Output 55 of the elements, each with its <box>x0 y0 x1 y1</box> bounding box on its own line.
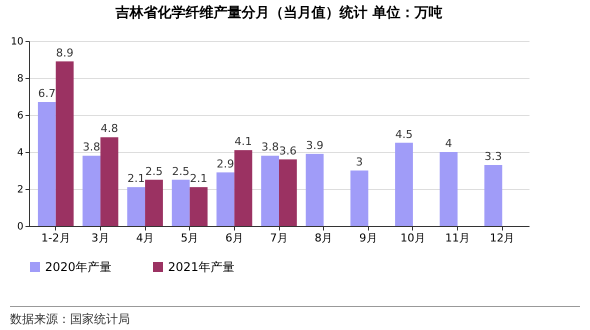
bar <box>100 137 118 226</box>
data-label: 2.5 <box>172 164 190 178</box>
data-label: 4 <box>445 137 452 150</box>
bar <box>306 154 324 226</box>
source-note: 数据来源：国家统计局 <box>10 306 580 328</box>
bar <box>234 150 252 226</box>
x-tick-label: 12月 <box>490 232 515 244</box>
x-tick-label: 8月 <box>314 232 333 244</box>
bar <box>395 142 413 226</box>
x-tick-label: 9月 <box>359 232 378 244</box>
x-tick-label: 7月 <box>270 232 288 244</box>
bar <box>56 61 74 226</box>
data-label: 6.7 <box>38 87 56 100</box>
y-tick-label: 10 <box>10 36 24 48</box>
x-tick-label: 4月 <box>136 232 154 244</box>
legend-label: 2020年产量 <box>45 260 112 274</box>
y-tick-label: 6 <box>17 110 24 122</box>
data-label: 2.9 <box>216 157 234 170</box>
y-tick-label: 8 <box>17 74 24 84</box>
bar <box>216 172 234 226</box>
chart-title: 吉林省化学纤维产量分月（当月值）统计 单位：万吨 <box>114 4 442 21</box>
bar <box>190 187 208 226</box>
data-label: 3.3 <box>484 150 502 163</box>
bar <box>261 156 279 226</box>
bar <box>172 180 190 226</box>
y-tick-label: 2 <box>17 184 24 196</box>
bar <box>484 164 502 226</box>
data-label: 2.1 <box>127 172 145 186</box>
data-label: 4.1 <box>234 135 252 148</box>
data-label: 2.1 <box>190 172 208 186</box>
x-tick-label: 11月 <box>445 232 470 244</box>
x-tick-label: 1-2月 <box>41 232 70 244</box>
x-tick-label: 3月 <box>91 232 110 244</box>
data-label: 3.8 <box>82 140 100 154</box>
bar <box>38 102 56 226</box>
data-label: 3.9 <box>306 138 324 152</box>
data-label: 4.8 <box>100 122 118 136</box>
x-tick-label: 10月 <box>400 232 426 244</box>
legend-label: 2021年产量 <box>168 260 235 274</box>
bar <box>350 170 368 226</box>
data-label: 3 <box>356 156 363 168</box>
y-tick-label: 0 <box>17 222 24 232</box>
bar <box>279 159 297 226</box>
bar <box>82 156 100 226</box>
data-label: 8.9 <box>56 46 74 60</box>
bar <box>127 187 146 226</box>
x-tick-label: 6月 <box>225 232 244 244</box>
data-label: 3.8 <box>261 140 279 154</box>
data-label: 4.5 <box>395 128 413 141</box>
y-tick-label: 4 <box>17 148 24 158</box>
data-label: 2.5 <box>145 164 163 178</box>
data-label: 3.6 <box>279 144 297 158</box>
bar <box>145 180 163 226</box>
x-tick-label: 5月 <box>180 232 199 244</box>
bar <box>440 152 458 226</box>
